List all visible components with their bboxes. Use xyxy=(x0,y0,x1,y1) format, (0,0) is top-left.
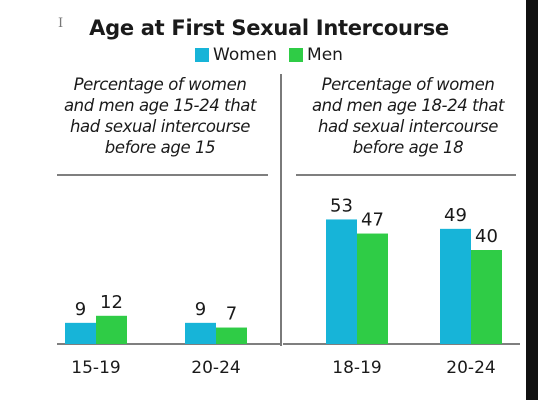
text-cursor-icon: I xyxy=(58,16,64,31)
chart-title: Age at First Sexual Intercourse xyxy=(89,16,449,40)
legend-swatch-women xyxy=(195,48,210,62)
panel-left-title-line-4: before age 15 xyxy=(104,138,216,157)
panel-left-title: Percentage of women and men age 15-24 th… xyxy=(40,74,280,158)
data-label-women-20-24: 9 xyxy=(195,299,206,320)
legend-item-women: Women xyxy=(195,45,277,65)
data-label-women-20-24: 49 xyxy=(444,205,467,226)
bar-women-20-24 xyxy=(440,228,471,344)
bar-men-18-19 xyxy=(357,233,388,344)
x-tick-label-20-24: 20-24 xyxy=(446,358,495,378)
panel-left-title-line-2: and men age 15-24 that xyxy=(63,96,257,115)
x-tick-label-18-19: 18-19 xyxy=(332,358,381,378)
bar-women-18-19 xyxy=(326,219,357,344)
data-label-women-15-19: 9 xyxy=(75,299,86,320)
panel-right-title-line-4: before age 18 xyxy=(352,138,464,157)
bar-women-20-24 xyxy=(185,322,216,344)
legend-item-men: Men xyxy=(289,45,343,65)
legend-label-women: Women xyxy=(213,45,278,65)
bar-men-15-19 xyxy=(96,315,127,344)
x-tick-label-20-24: 20-24 xyxy=(191,358,240,378)
panel-left-title-line-1: Percentage of women xyxy=(73,75,247,94)
panel-right-title-line-2: and men age 18-24 that xyxy=(311,96,505,115)
data-label-women-18-19: 53 xyxy=(330,195,353,216)
panel-left-title-line-3: had sexual intercourse xyxy=(70,117,250,136)
data-label-men-20-24: 7 xyxy=(226,304,237,325)
panel-right-title-line-1: Percentage of women xyxy=(321,75,495,94)
x-tick-label-15-19: 15-19 xyxy=(71,358,120,378)
legend: Women Men xyxy=(0,45,538,65)
panel-right-title-line-3: had sexual intercourse xyxy=(318,117,498,136)
legend-swatch-men xyxy=(289,48,304,62)
bar-women-15-19 xyxy=(65,322,96,344)
data-label-men-18-19: 47 xyxy=(361,210,384,231)
data-label-men-20-24: 40 xyxy=(475,226,498,247)
bar-men-20-24 xyxy=(216,327,247,344)
data-label-men-15-19: 12 xyxy=(100,292,123,313)
window-frame-edge xyxy=(526,0,538,400)
bar-men-20-24 xyxy=(471,250,502,344)
legend-label-men: Men xyxy=(307,45,343,65)
panel-right-title: Percentage of women and men age 18-24 th… xyxy=(296,74,520,158)
